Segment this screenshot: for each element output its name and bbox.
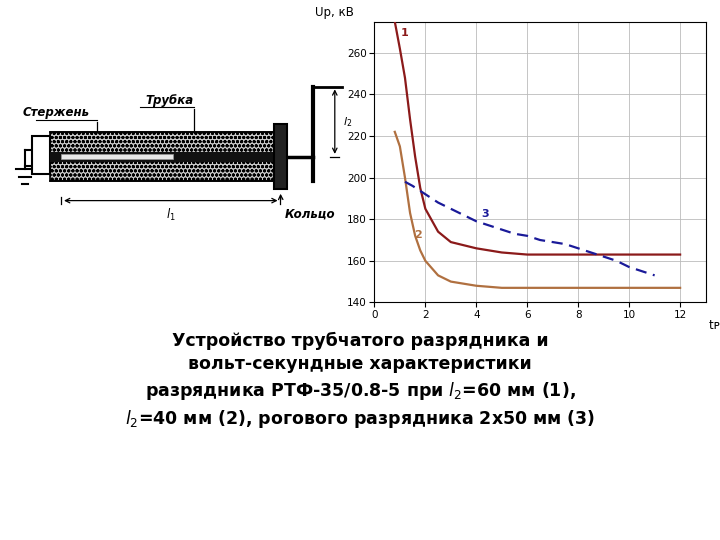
Text: 1: 1 [401, 28, 409, 38]
Text: Up, кВ: Up, кВ [315, 6, 354, 19]
Text: tᴘ, мкс: tᴘ, мкс [709, 319, 720, 332]
Bar [32, 136, 50, 174]
Text: 3: 3 [482, 209, 489, 219]
Bar [50, 157, 274, 181]
Text: Стержень: Стержень [22, 106, 89, 119]
Text: $l_2$: $l_2$ [343, 114, 352, 129]
Text: Устройство трубчатого разрядника и
вольт-секундные характеристики
разрядника РТФ: Устройство трубчатого разрядника и вольт… [125, 332, 595, 430]
Text: Кольцо: Кольцо [284, 207, 335, 221]
Text: $l_1$: $l_1$ [166, 207, 176, 223]
Bar [50, 152, 274, 161]
Text: Трубка: Трубка [145, 93, 193, 106]
Text: 2: 2 [414, 230, 422, 240]
Bar [274, 124, 287, 189]
Bar [50, 132, 274, 157]
Bar [61, 154, 173, 159]
